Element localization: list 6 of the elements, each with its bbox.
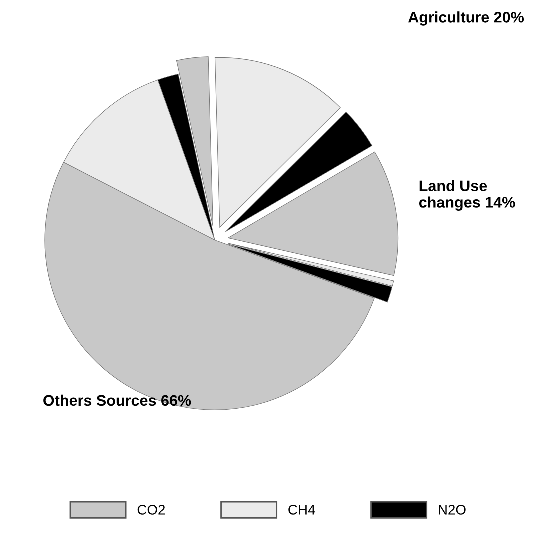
legend-label: CO2: [138, 505, 166, 515]
text: Agriculture 20%: [408, 12, 524, 26]
text: Land Use changes 14%: [419, 180, 516, 212]
legend-label: N2O: [439, 505, 466, 515]
text: Others Sources 66%: [44, 394, 192, 406]
legend-label: CH4: [288, 505, 316, 515]
